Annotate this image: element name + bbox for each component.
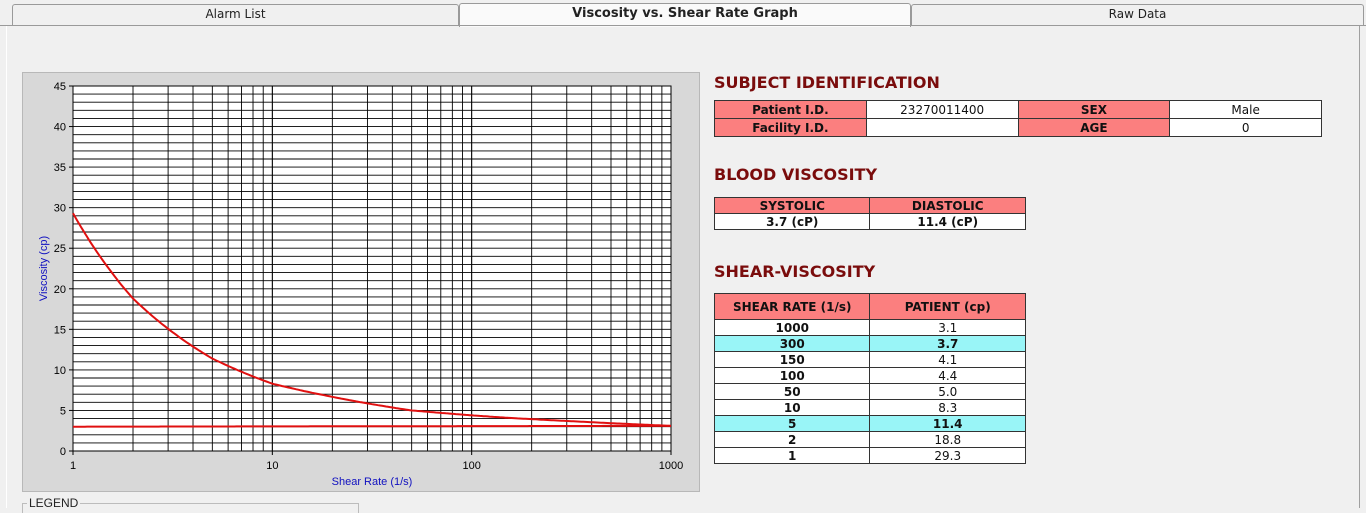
patient-id-label: Patient I.D.: [714, 100, 867, 119]
blood-title: BLOOD VISCOSITY: [714, 165, 878, 184]
shear-rate-cell: 300: [713, 335, 871, 352]
x-tick-label: 100: [462, 460, 480, 472]
tab-bar: Alarm List Viscosity vs. Shear Rate Grap…: [0, 0, 1366, 27]
systolic-value: 3.7 (cP): [713, 213, 871, 230]
table-row: 10 8.3: [713, 399, 1026, 416]
shear-rate-cell: 5: [713, 415, 871, 432]
patient-cell: 3.1: [869, 319, 1026, 336]
tab-alarm-list[interactable]: Alarm List: [12, 4, 459, 25]
facility-id-value: [865, 118, 1019, 137]
table-row: 1 29.3: [713, 447, 1026, 464]
y-tick-label: 25: [54, 243, 66, 255]
shear-rate-cell: 1: [713, 447, 871, 464]
y-axis-label: Viscosity (cp): [38, 236, 50, 301]
age-value: 0: [1169, 118, 1322, 137]
tab-raw-data[interactable]: Raw Data: [911, 4, 1364, 25]
subject-table: Patient I.D. 23270011400 SEX Male Facili…: [714, 100, 1322, 137]
patient-cell: 11.4: [869, 415, 1026, 432]
sex-value: Male: [1169, 100, 1322, 119]
x-tick-label: 1: [70, 460, 76, 472]
viscosity-chart: 0 5 10 15 20 25 30 35 40 45 1 10 100 1000 Shear Rate (…: [38, 81, 683, 488]
shear-rate-cell: 10: [713, 399, 871, 416]
y-tick-label: 40: [54, 122, 66, 134]
shear-rate-header: SHEAR RATE (1/s): [713, 293, 871, 320]
table-row: 1000 3.1: [713, 319, 1026, 336]
shear-rate-cell: 100: [713, 367, 871, 384]
shear-table: SHEAR RATE (1/s) PATIENT (cp) 1000 3.1 30…: [713, 293, 1026, 464]
diastolic-value: 11.4 (cP): [869, 213, 1026, 230]
subject-title: SUBJECT IDENTIFICATION: [714, 73, 940, 92]
shear-rate-cell: 1000: [713, 319, 871, 336]
facility-id-label: Facility I.D.: [714, 118, 867, 137]
patient-cell: 3.7: [869, 335, 1026, 352]
x-axis-label: Shear Rate (1/s): [332, 476, 413, 488]
patient-id-value: 23270011400: [865, 100, 1019, 119]
patient-cell: 29.3: [869, 447, 1026, 464]
sex-label: SEX: [1017, 100, 1171, 119]
series-line-2: [73, 424, 671, 428]
shear-rate-cell: 2: [713, 431, 871, 448]
chart-frame: 0 5 10 15 20 25 30 35 40 45 1 10 100 1000 Shear Rate (…: [22, 72, 700, 492]
table-row: 100 4.4: [713, 367, 1026, 384]
y-tick-label: 20: [54, 284, 66, 296]
y-tick-label: 35: [54, 162, 66, 174]
blood-table: SYSTOLIC DIASTOLIC 3.7 (cP) 11.4 (cP): [713, 197, 1026, 230]
table-row: 5 11.4: [713, 415, 1026, 432]
plot-area: [73, 86, 671, 451]
y-tick-label: 15: [54, 324, 66, 336]
plot-border: [72, 85, 672, 452]
y-tick-label: 45: [54, 81, 66, 93]
patient-cell: 4.4: [869, 367, 1026, 384]
x-tick-label: 1000: [659, 460, 683, 472]
patient-cell: 18.8: [869, 431, 1026, 448]
shear-rate-cell: 50: [713, 383, 871, 400]
table-row: 300 3.7: [713, 335, 1026, 352]
shear-rate-cell: 150: [713, 351, 871, 368]
systolic-label: SYSTOLIC: [713, 197, 871, 214]
tab-viscosity-graph[interactable]: Viscosity vs. Shear Rate Graph: [459, 3, 911, 27]
table-row: 150 4.1: [713, 351, 1026, 368]
y-tick-label: 0: [60, 446, 66, 458]
series-line-1: [72, 212, 672, 427]
legend-label: LEGEND: [27, 496, 81, 510]
shear-title: SHEAR-VISCOSITY: [714, 262, 876, 281]
age-label: AGE: [1017, 118, 1171, 137]
table-row: 50 5.0: [713, 383, 1026, 400]
patient-header: PATIENT (cp): [869, 293, 1026, 320]
tab-divider: [0, 25, 1366, 26]
tab-panel: [6, 26, 1360, 508]
patient-cell: 8.3: [869, 399, 1026, 416]
y-tick-label: 30: [54, 203, 66, 215]
x-tick-label: 10: [266, 460, 278, 472]
patient-cell: 5.0: [869, 383, 1026, 400]
table-row: 2 18.8: [713, 431, 1026, 448]
patient-cell: 4.1: [869, 351, 1026, 368]
diastolic-label: DIASTOLIC: [869, 197, 1026, 214]
y-tick-label: 5: [60, 405, 66, 417]
y-tick-label: 10: [54, 365, 66, 377]
